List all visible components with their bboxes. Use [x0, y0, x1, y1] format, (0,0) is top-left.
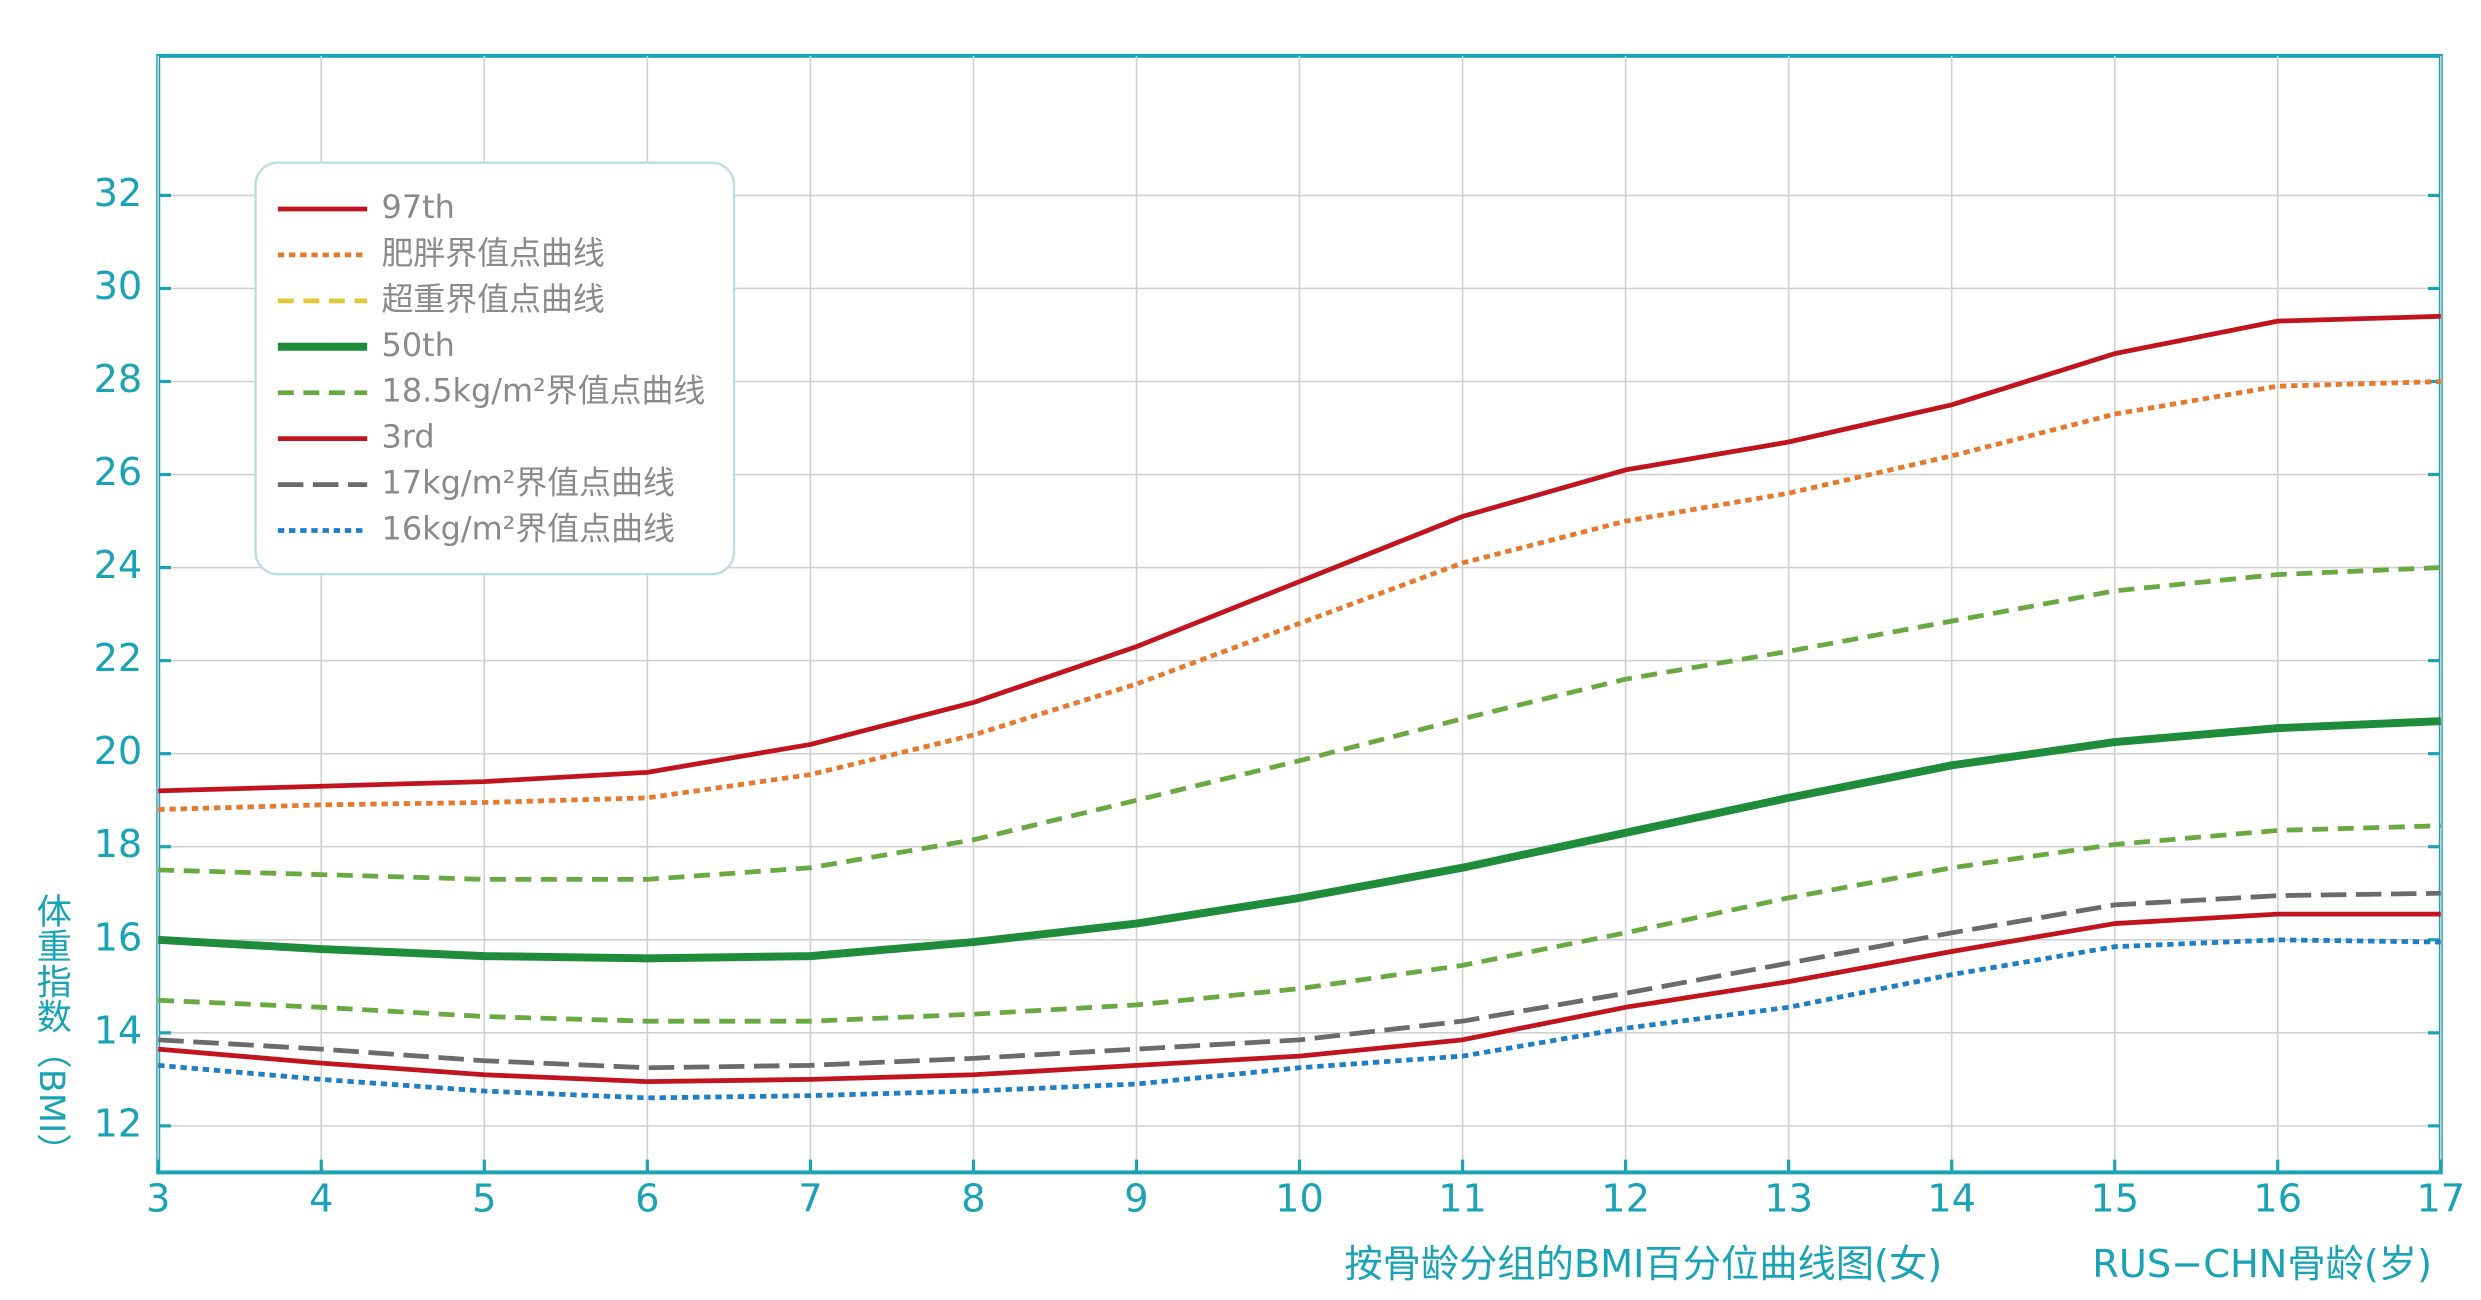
series-line: [158, 911, 2441, 1085]
x-tick-label: 4: [309, 1177, 333, 1222]
x-tick-label: 13: [1764, 1177, 1813, 1222]
series-line: [158, 823, 2441, 1024]
x-tick-label: 8: [961, 1177, 985, 1222]
legend-label: 18.5kg/m²界值点曲线: [382, 372, 706, 410]
legend-label: 17kg/m²界值点曲线: [382, 464, 675, 502]
x-tick-label: 7: [798, 1177, 822, 1222]
y-tick-label: 18: [94, 822, 143, 867]
y-tick-label: 30: [94, 264, 143, 309]
x-axis-label: RUS−CHN骨龄(岁): [2092, 1242, 2432, 1287]
chart-title: 按骨龄分组的BMI百分位曲线图(女): [1344, 1242, 1942, 1287]
y-tick-label: 26: [94, 450, 143, 495]
legend-label: 50th: [382, 326, 455, 364]
y-tick-label: 20: [94, 729, 143, 774]
x-tick-label: 6: [635, 1177, 659, 1222]
y-tick-label: 22: [94, 636, 143, 681]
legend-label: 16kg/m²界值点曲线: [382, 510, 675, 548]
x-tick-label: 10: [1275, 1177, 1324, 1222]
x-tick-label: 9: [1124, 1177, 1148, 1222]
lines: [158, 313, 2441, 1101]
series-line: [158, 379, 2441, 812]
legend-label: 超重界值点曲线: [382, 280, 605, 318]
x-tick-label: 12: [1601, 1177, 1650, 1222]
legend-label: 97th: [382, 188, 455, 226]
legend-label: 3rd: [382, 418, 435, 456]
series-line: [158, 717, 2441, 963]
series-line: [158, 937, 2441, 1101]
legend-label: 肥胖界值点曲线: [382, 234, 605, 272]
legend-box: [254, 161, 736, 576]
y-tick-label: 16: [94, 915, 143, 960]
y-tick-label: 32: [94, 171, 143, 216]
y-tick-label: 12: [94, 1101, 143, 1146]
x-tick-label: 15: [2090, 1177, 2139, 1222]
y-tick-label: 14: [94, 1008, 143, 1053]
y-axis-label: 体重指数（BMI）: [31, 893, 72, 1168]
x-tick-label: 17: [2416, 1177, 2465, 1222]
y-tick-label: 28: [94, 357, 143, 402]
x-tick-label: 16: [2253, 1177, 2302, 1222]
series-line: [158, 890, 2441, 1071]
x-tick-label: 5: [472, 1177, 496, 1222]
x-tick-label: 14: [1927, 1177, 1976, 1222]
x-tick-label: 3: [146, 1177, 170, 1222]
series-line: [158, 565, 2441, 882]
series-line: [158, 313, 2441, 794]
y-tick-label: 24: [94, 543, 143, 588]
x-tick-label: 11: [1438, 1177, 1487, 1222]
